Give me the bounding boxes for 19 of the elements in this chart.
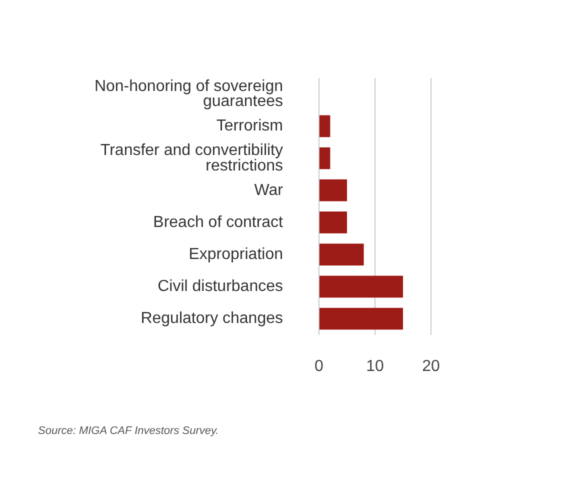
- x-tick-label: 10: [366, 358, 384, 375]
- y-tick-label: Non-honoring of sovereign guarantees: [94, 78, 283, 110]
- bar: [320, 244, 364, 266]
- y-tick-label: Terrorism: [216, 118, 283, 135]
- bar: [320, 115, 330, 138]
- x-tick-label: 0: [314, 358, 324, 375]
- y-tick-label: Breach of contract: [153, 214, 284, 231]
- bar: [320, 276, 403, 298]
- bar: [320, 308, 403, 330]
- y-tick-label: Transfer and convertibility restrictions: [100, 142, 283, 174]
- bar: [320, 179, 347, 202]
- y-tick-label: Expropriation: [188, 246, 283, 263]
- y-tick-label: Civil disturbances: [158, 278, 283, 296]
- x-tick-label: 20: [422, 358, 440, 375]
- bar: [320, 147, 330, 170]
- y-tick-label: Regulatory changes: [140, 310, 283, 328]
- bar: [320, 212, 347, 234]
- y-tick-label: War: [254, 182, 284, 199]
- source-note: Source: MIGA CAF Investors Survey.: [38, 425, 219, 437]
